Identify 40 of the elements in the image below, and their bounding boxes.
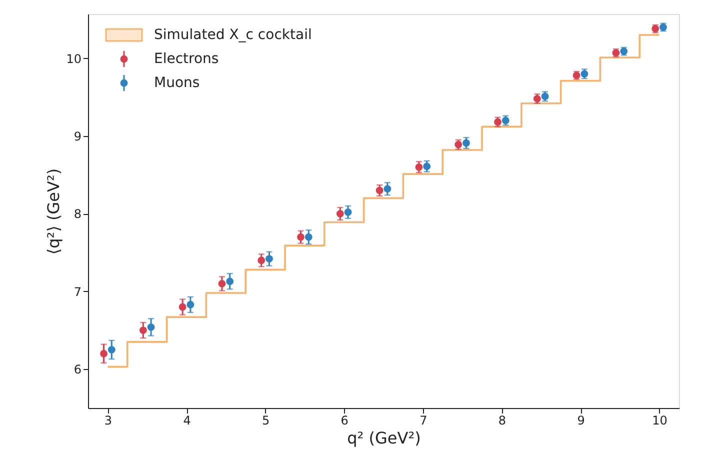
point	[100, 350, 108, 358]
point	[147, 323, 155, 331]
point	[266, 255, 273, 262]
point	[541, 92, 549, 100]
point	[423, 162, 431, 170]
point	[462, 139, 470, 147]
x-axis-title: q² (GeV²)	[347, 428, 421, 448]
point	[297, 233, 304, 241]
point	[108, 346, 116, 354]
x-tick-label: 5	[262, 414, 270, 428]
y-tick-label: 6	[74, 362, 82, 377]
point	[218, 280, 226, 288]
point	[344, 208, 352, 216]
point	[139, 326, 147, 334]
y-tick-label: 7	[74, 284, 82, 299]
point	[258, 256, 266, 264]
point	[336, 210, 344, 218]
point	[304, 233, 312, 241]
point	[376, 186, 384, 194]
x-tick-label: 9	[577, 414, 585, 428]
x-tick-label: 10	[652, 414, 668, 428]
x-tick-label: 8	[498, 414, 506, 428]
y-tick-label: 8	[74, 207, 82, 222]
point	[226, 278, 234, 286]
legend-label: Muons	[154, 75, 200, 91]
point	[533, 95, 541, 102]
x-tick-label: 3	[104, 414, 112, 428]
point	[384, 185, 392, 193]
point	[186, 300, 194, 308]
legend-label: Simulated X_c cocktail	[154, 27, 312, 43]
point	[580, 70, 588, 78]
x-tick-label: 7	[420, 414, 428, 428]
legend-label: Electrons	[154, 51, 219, 67]
x-tick-label: 4	[183, 414, 191, 428]
point	[415, 163, 423, 171]
y-tick-label: 10	[66, 52, 82, 66]
point	[178, 303, 186, 311]
y-tick-label: 9	[74, 130, 82, 144]
y-axis-title: ⟨q²⟩ (GeV²)	[44, 168, 64, 255]
x-tick-label: 6	[340, 414, 348, 428]
